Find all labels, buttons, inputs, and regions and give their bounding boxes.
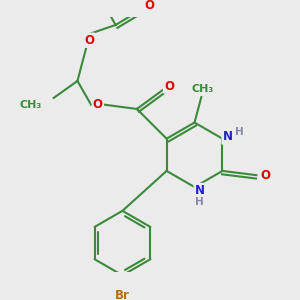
Text: O: O: [164, 80, 174, 92]
Text: O: O: [84, 34, 94, 47]
Text: N: N: [195, 184, 205, 197]
Text: Br: Br: [115, 289, 130, 300]
Text: O: O: [145, 0, 154, 12]
Text: H: H: [235, 127, 244, 137]
Text: CH₃: CH₃: [20, 100, 42, 110]
Text: O: O: [93, 98, 103, 111]
Text: N: N: [223, 130, 232, 143]
Text: O: O: [260, 169, 270, 182]
Text: CH₃: CH₃: [192, 84, 214, 94]
Text: H: H: [195, 197, 204, 207]
